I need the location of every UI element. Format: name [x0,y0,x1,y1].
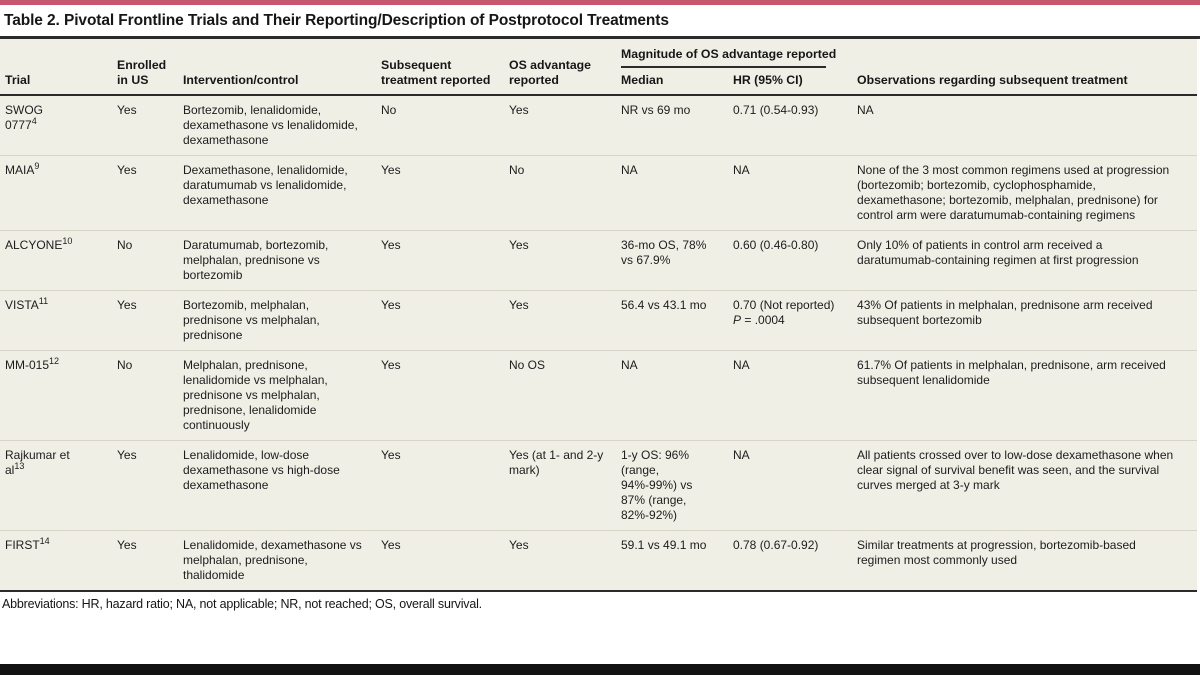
col-header-subsequent-treatment: Subsequent treatment reported [381,58,491,87]
cell-hr: NA [728,350,853,441]
col-header-trial: Trial [5,73,31,87]
cell-observations: Similar treatments at progression, borte… [852,530,1198,592]
cell-median: 36-mo OS, 78% vs 67.9% [616,230,728,291]
table-header: Trial Enrolled in US Intervention/contro… [0,39,1197,95]
reference-superscript: 4 [31,116,37,126]
cell-enrolled: Yes [112,94,178,156]
cell-median: NA [616,350,728,441]
cell-trial: Rajkumar et al13 [0,440,112,531]
reference-superscript: 10 [62,236,73,246]
cell-enrolled: No [112,350,178,441]
col-header-median: Median [621,73,664,87]
table-row-rajkumar: Rajkumar et al13 Yes Lenalidomide, low-d… [0,440,1198,531]
abbreviations-text: Abbreviations: HR, hazard ratio; NA, not… [2,597,482,611]
table-row-maia: MAIA9 Yes Dexamethasone, lenalidomide, d… [0,155,1198,231]
trials-table: Trial Enrolled in US Intervention/contro… [0,39,1198,592]
cell-os-advantage: Yes [504,290,616,351]
cell-os-advantage: Yes [504,94,616,156]
reference-superscript: 12 [49,356,60,366]
title-rule [0,36,1200,39]
cell-trial: SWOG 07774 [0,94,112,156]
cell-enrolled: Yes [112,290,178,351]
col-header-hr: HR (95% CI) [733,73,803,87]
abbreviations-area: Abbreviations: HR, hazard ratio; NA, not… [0,592,1200,615]
cell-subsequent: Yes [376,530,504,592]
cell-median: 1-y OS: 96% (range, 94%-99%) vs 87% (ran… [616,440,728,531]
reference-superscript: 14 [39,536,50,546]
cell-hr: 0.70 (Not reported) P = .0004 [728,290,853,351]
table-row-swog0777: SWOG 07774 Yes Bortezomib, lenalidomide,… [0,94,1198,156]
cell-intervention: Bortezomib, melphalan, prednisone vs mel… [178,290,376,351]
table-row-alcyone: ALCYONE10 No Daratumumab, bortezomib, me… [0,230,1198,291]
col-header-intervention: Intervention/control [183,73,299,87]
cell-intervention: Lenalidomide, dexamethasone vs melphalan… [178,530,376,592]
p-value-line: P = .0004 [733,313,785,327]
cell-median: NR vs 69 mo [616,94,728,156]
cell-subsequent: Yes [376,350,504,441]
cell-observations: All patients crossed over to low-dose de… [852,440,1198,531]
cell-trial: MM-01512 [0,350,112,441]
cell-subsequent: Yes [376,440,504,531]
cell-observations: None of the 3 most common regimens used … [852,155,1198,231]
accent-bar [0,0,1200,5]
cell-intervention: Daratumumab, bortezomib, melphalan, pred… [178,230,376,291]
cell-enrolled: Yes [112,155,178,231]
col-header-observations: Observations regarding subsequent treatm… [857,73,1128,87]
cell-intervention: Lenalidomide, low-dose dexamethasone vs … [178,440,376,531]
table-title-area: Table 2. Pivotal Frontline Trials and Th… [0,5,1200,36]
cell-os-advantage: No [504,155,616,231]
cell-hr: 0.71 (0.54-0.93) [728,94,853,156]
cell-trial: MAIA9 [0,155,112,231]
cell-median: 56.4 vs 43.1 mo [616,290,728,351]
col-header-enrolled: Enrolled in US [117,58,167,87]
cell-subsequent: Yes [376,155,504,231]
cell-observations: 61.7% Of patients in melphalan, predniso… [852,350,1198,441]
cell-trial: VISTA11 [0,290,112,351]
cell-intervention: Melphalan, prednisone, lenalidomide vs m… [178,350,376,441]
cell-os-advantage: No OS [504,350,616,441]
cell-enrolled: Yes [112,530,178,592]
reference-superscript: 9 [34,161,40,171]
cell-hr: NA [728,155,853,231]
cell-os-advantage: Yes [504,530,616,592]
cell-hr: NA [728,440,853,531]
cell-observations: NA [852,94,1198,156]
cell-intervention: Dexamethasone, lenalidomide, daratumumab… [178,155,376,231]
cell-trial: ALCYONE10 [0,230,112,291]
cell-trial: FIRST14 [0,530,112,592]
reference-superscript: 11 [38,296,49,306]
col-group-magnitude: Magnitude of OS advantage reported [616,39,852,68]
cell-os-advantage: Yes [504,230,616,291]
header-row-1: Trial Enrolled in US Intervention/contro… [0,39,1197,87]
cell-median: 59.1 vs 49.1 mo [616,530,728,592]
cell-subsequent: Yes [376,290,504,351]
cell-enrolled: Yes [112,440,178,531]
header-row-2: Median HR (95% CI) [0,68,1197,95]
bottom-bar [0,664,1200,675]
cell-observations: Only 10% of patients in control arm rece… [852,230,1198,291]
cell-hr: 0.78 (0.67-0.92) [728,530,853,592]
cell-hr: 0.60 (0.46-0.80) [728,230,853,291]
table-row-mm015: MM-01512 No Melphalan, prednisone, lenal… [0,350,1198,441]
col-group-magnitude-label: Magnitude of OS advantage reported [621,47,836,68]
cell-enrolled: No [112,230,178,291]
cell-subsequent: No [376,94,504,156]
table-title: Table 2. Pivotal Frontline Trials and Th… [4,12,669,29]
reference-superscript: 13 [14,461,25,471]
cell-intervention: Bortezomib, lenalidomide, dexamethasone … [178,94,376,156]
cell-os-advantage: Yes (at 1- and 2-y mark) [504,440,616,531]
cell-subsequent: Yes [376,230,504,291]
table-row-vista: VISTA11 Yes Bortezomib, melphalan, predn… [0,290,1198,351]
table-row-first: FIRST14 Yes Lenalidomide, dexamethasone … [0,530,1198,592]
cell-observations: 43% Of patients in melphalan, prednisone… [852,290,1198,351]
cell-median: NA [616,155,728,231]
table-body: SWOG 07774 Yes Bortezomib, lenalidomide,… [0,94,1198,592]
col-header-os-advantage: OS advantage reported [509,58,592,87]
